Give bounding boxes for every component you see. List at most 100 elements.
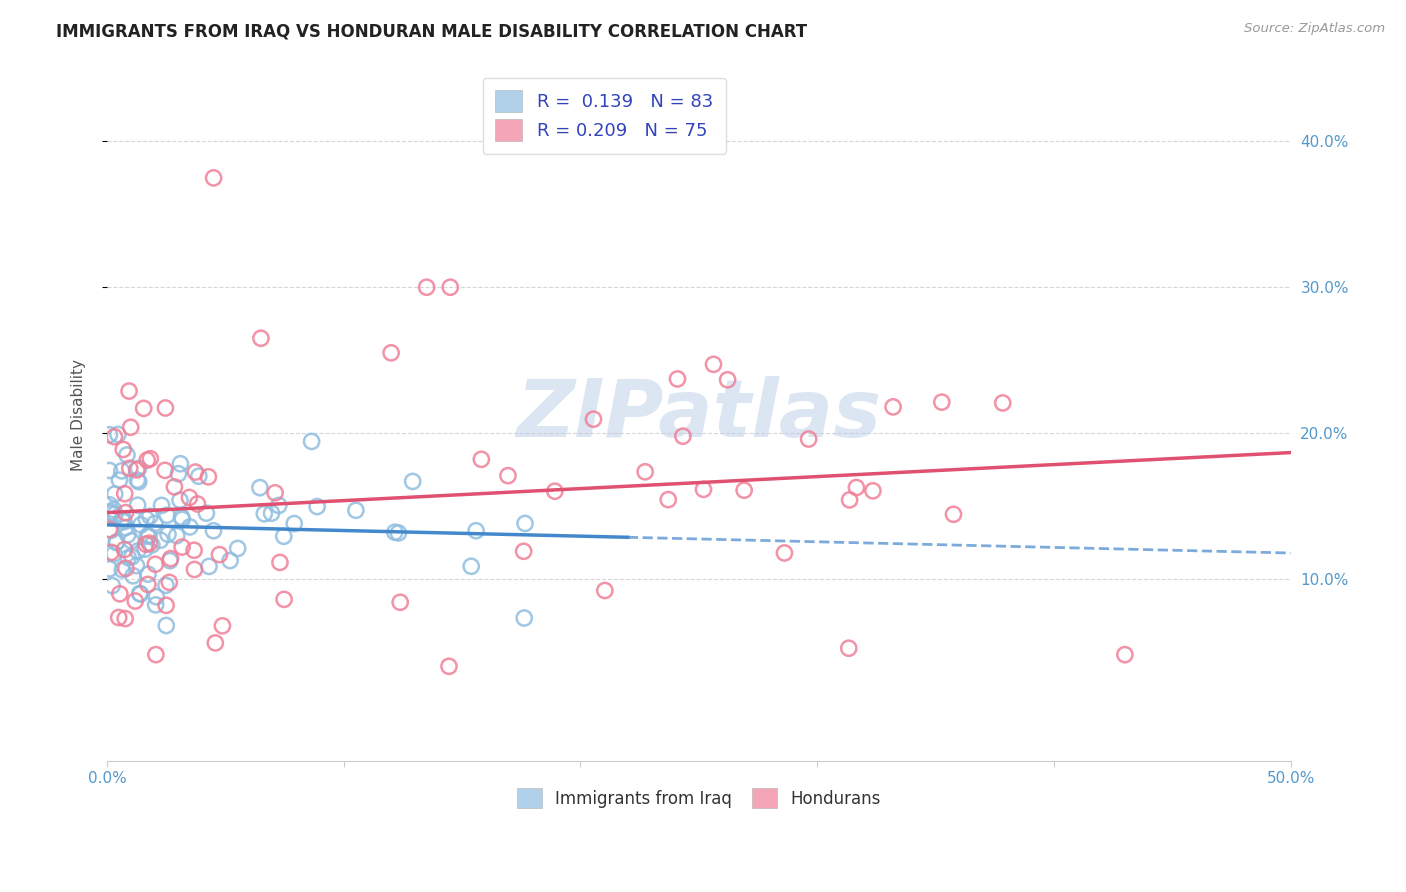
Point (157, 575, 180, 590)
Point (155, 618, 177, 632)
Point (273, 529, 295, 543)
Point (112, 515, 135, 529)
Point (301, 434, 323, 449)
Point (167, 467, 190, 481)
Point (172, 512, 194, 526)
Point (169, 457, 191, 471)
Point (797, 432, 820, 446)
Point (169, 493, 191, 508)
Point (838, 641, 860, 656)
Point (127, 498, 149, 512)
Point (156, 527, 179, 541)
Point (389, 595, 412, 609)
Point (249, 481, 271, 495)
Point (773, 546, 796, 560)
Point (111, 464, 134, 478)
Point (122, 569, 145, 583)
Point (103, 502, 125, 516)
Point (139, 451, 162, 466)
Point (128, 461, 150, 475)
Point (183, 543, 205, 558)
Point (132, 401, 155, 416)
Point (100, 507, 122, 521)
Point (195, 506, 218, 520)
Point (155, 401, 177, 415)
Point (226, 541, 249, 556)
Point (115, 561, 138, 575)
Point (202, 170, 225, 185)
Point (105, 535, 128, 549)
Point (344, 503, 367, 517)
Point (260, 506, 283, 520)
Point (460, 559, 482, 574)
Legend: Immigrants from Iraq, Hondurans: Immigrants from Iraq, Hondurans (510, 781, 887, 815)
Point (437, 659, 460, 673)
Point (465, 524, 488, 538)
Point (264, 485, 287, 500)
Text: Source: ZipAtlas.com: Source: ZipAtlas.com (1244, 22, 1385, 36)
Point (103, 430, 125, 444)
Point (114, 611, 136, 625)
Point (112, 442, 135, 457)
Point (117, 550, 139, 565)
Point (166, 529, 188, 543)
Point (98, 463, 121, 477)
Point (135, 512, 157, 526)
Point (219, 553, 242, 567)
Point (250, 331, 273, 345)
Point (380, 346, 402, 360)
Text: IMMIGRANTS FROM IRAQ VS HONDURAN MALE DISABILITY CORRELATION CHART: IMMIGRANTS FROM IRAQ VS HONDURAN MALE DI… (56, 22, 807, 40)
Point (108, 587, 131, 601)
Point (145, 648, 167, 662)
Point (136, 567, 159, 582)
Point (100, 524, 122, 538)
Point (136, 453, 159, 467)
Point (439, 280, 461, 294)
Point (129, 587, 152, 601)
Point (143, 516, 166, 531)
Point (273, 592, 295, 607)
Point (211, 619, 233, 633)
Point (155, 578, 177, 592)
Point (138, 529, 160, 543)
Point (103, 547, 125, 561)
Point (593, 583, 616, 598)
Point (98, 523, 121, 537)
Point (145, 598, 167, 612)
Point (159, 551, 181, 566)
Point (186, 497, 208, 511)
Point (120, 420, 142, 434)
Point (128, 475, 150, 489)
Point (125, 558, 148, 573)
Point (101, 578, 124, 592)
Point (120, 533, 142, 548)
Point (702, 357, 724, 371)
Point (115, 448, 138, 462)
Point (513, 611, 536, 625)
Point (269, 556, 291, 570)
Point (179, 491, 201, 505)
Point (253, 507, 276, 521)
Point (717, 373, 740, 387)
Point (108, 473, 131, 487)
Point (100, 505, 122, 519)
Point (114, 486, 136, 500)
Point (136, 577, 159, 591)
Point (198, 559, 221, 574)
Point (105, 535, 128, 549)
Point (582, 412, 605, 426)
Point (163, 480, 186, 494)
Point (666, 372, 689, 386)
Point (672, 429, 695, 443)
Point (159, 554, 181, 568)
Point (129, 517, 152, 532)
Point (118, 461, 141, 475)
Point (882, 400, 904, 414)
Point (512, 544, 534, 558)
Point (387, 525, 409, 540)
Point (104, 508, 127, 522)
Point (121, 549, 143, 564)
Point (991, 396, 1014, 410)
Point (283, 516, 305, 531)
Point (384, 525, 406, 540)
